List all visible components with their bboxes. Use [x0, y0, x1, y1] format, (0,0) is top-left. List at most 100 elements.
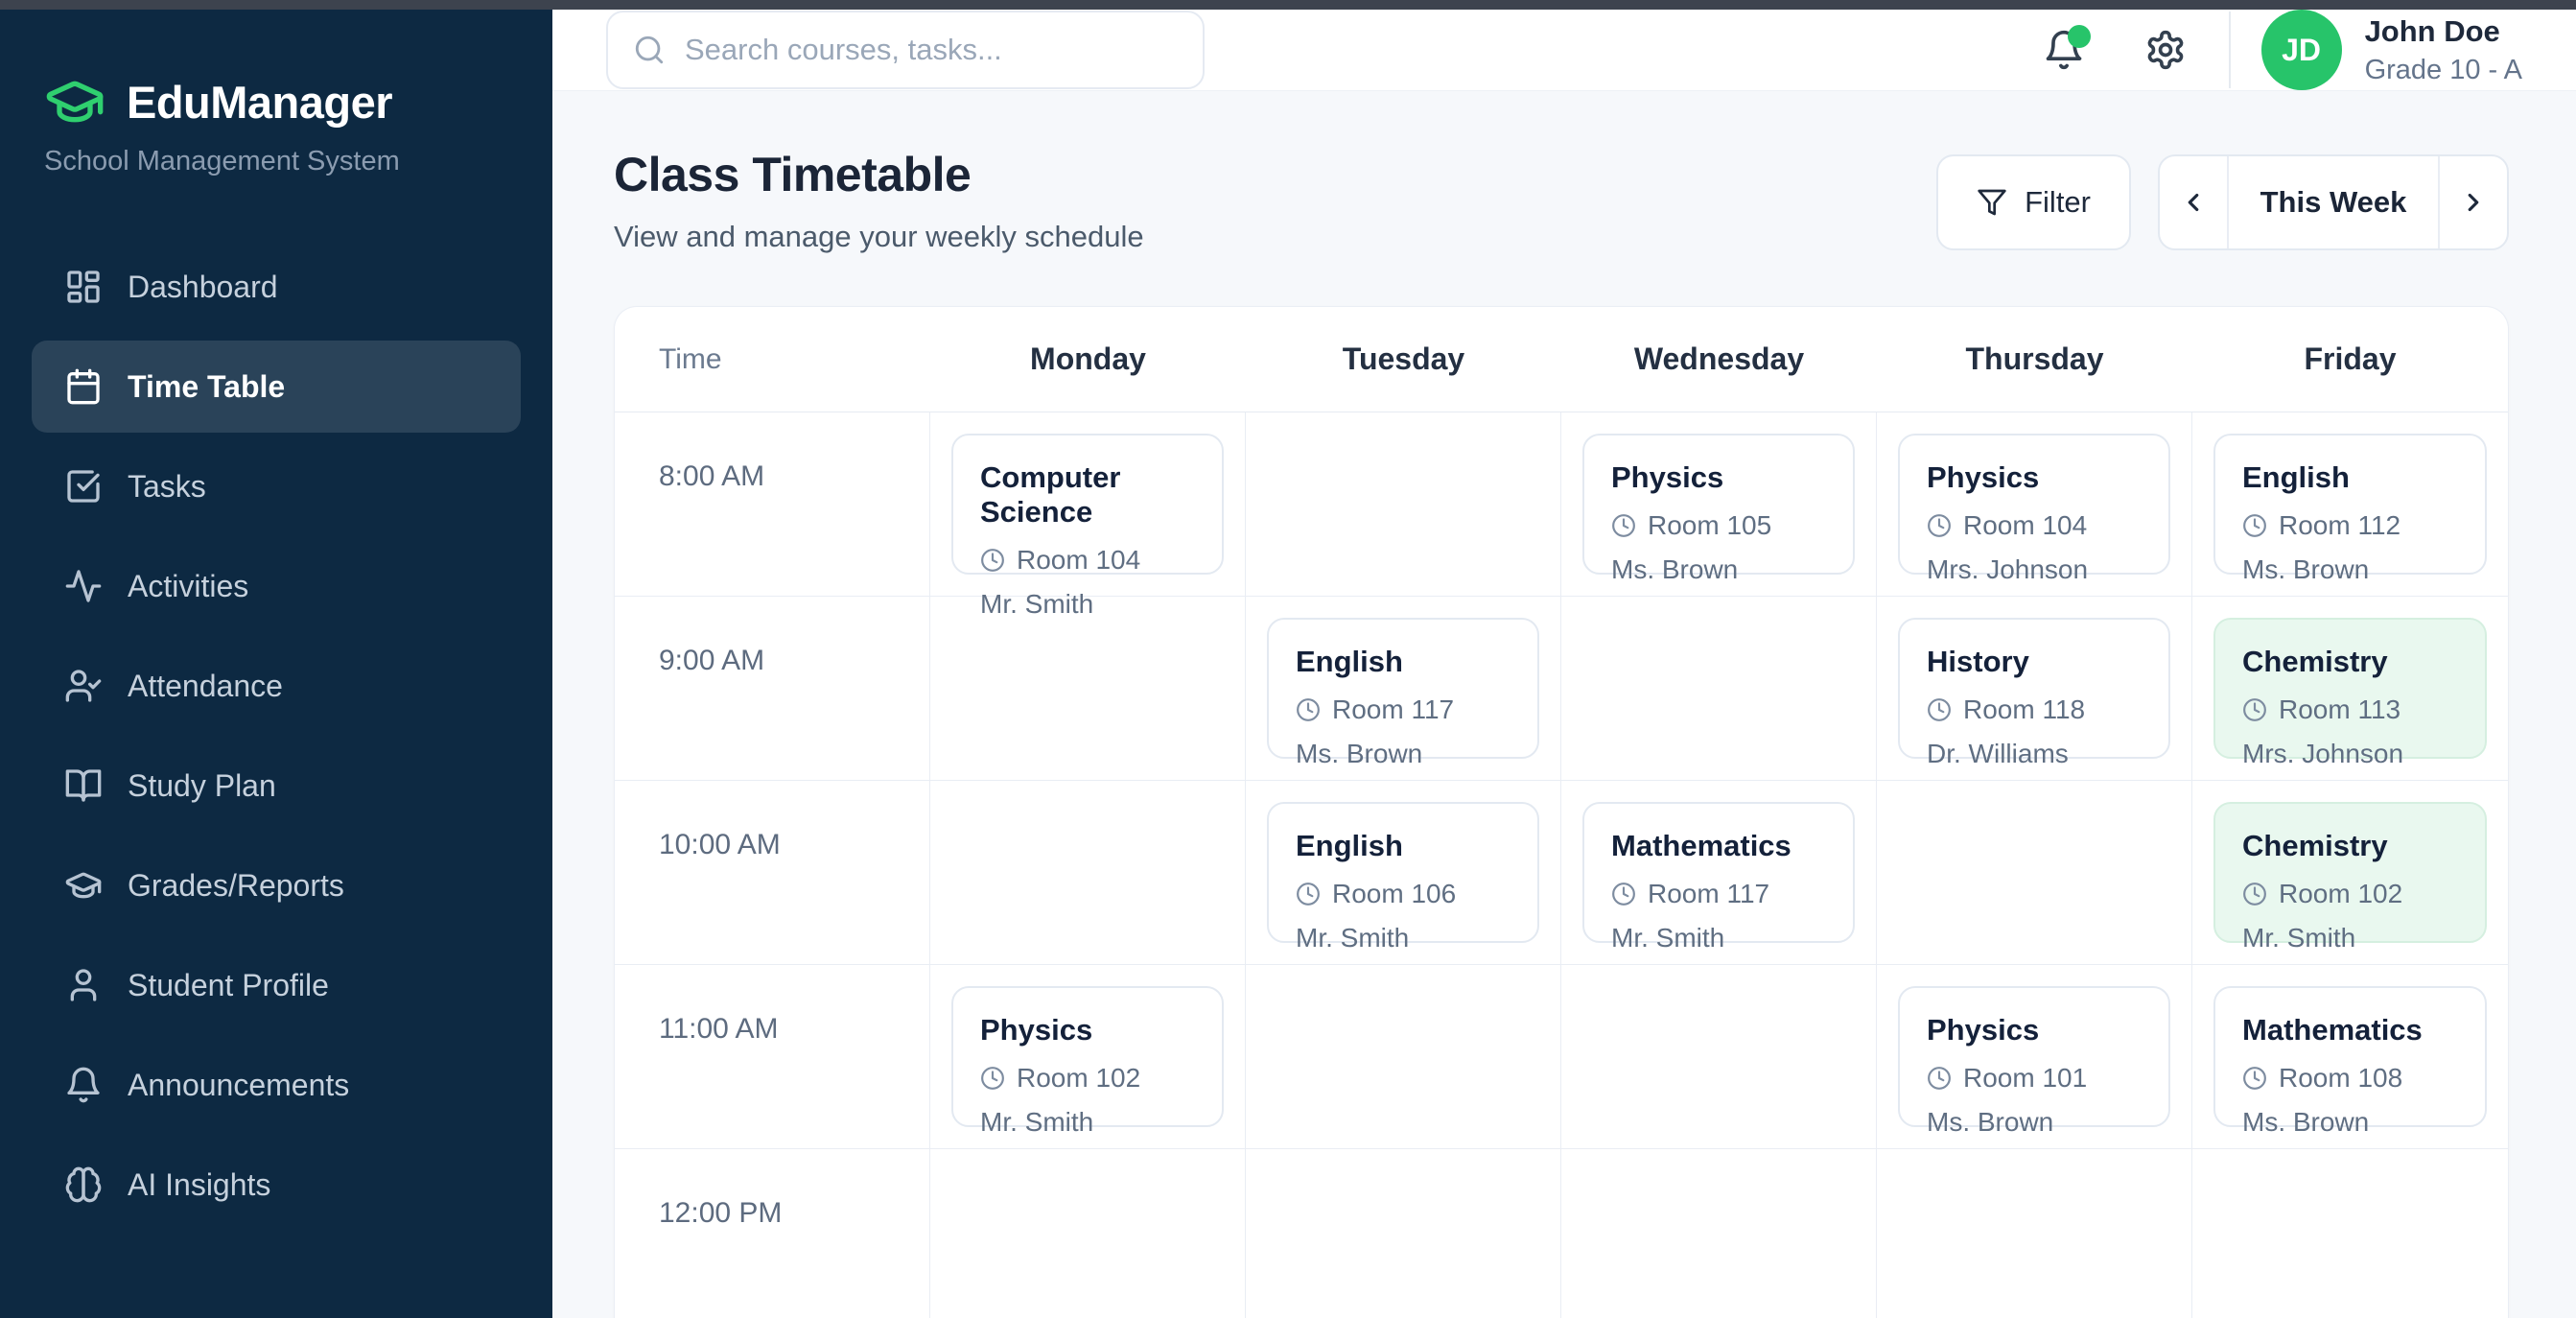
class-room-row: Room 104	[980, 545, 1195, 576]
sidebar-item-dashboard[interactable]: Dashboard	[32, 241, 521, 333]
sidebar-item-time-table[interactable]: Time Table	[32, 341, 521, 433]
class-card[interactable]: Mathematics Room 108 Ms. Brown	[2213, 986, 2487, 1137]
time-label: 10:00 AM	[615, 781, 930, 965]
brain-icon	[65, 1166, 102, 1203]
sidebar-item-attendance[interactable]: Attendance	[32, 640, 521, 732]
class-room: Room 106	[1332, 879, 1457, 908]
app-logo: EduManager	[0, 71, 552, 132]
class-card[interactable]: Physics Room 104 Mrs. Johnson	[1898, 434, 2170, 584]
class-room: Room 105	[1648, 510, 1772, 540]
title-actions: Filter This Week	[1936, 154, 2509, 250]
bell-icon	[2046, 30, 2081, 70]
class-room: Room 117	[1332, 694, 1455, 724]
sidebar-item-ai-insights[interactable]: AI Insights	[32, 1139, 521, 1231]
class-card[interactable]: English Room 106 Mr. Smith	[1267, 802, 1539, 953]
class-card[interactable]: Computer Science Room 104 Mr. Smith	[951, 434, 1224, 619]
class-card[interactable]: English Room 117 Ms. Brown	[1267, 618, 1539, 768]
class-room: Room 104	[1963, 510, 2088, 540]
class-card[interactable]: Mathematics Room 117 Mr. Smith	[1582, 802, 1855, 953]
timetable-cell	[1246, 412, 1561, 597]
class-subject: English	[2242, 460, 2350, 494]
sidebar-item-label: Attendance	[128, 668, 283, 703]
sidebar-item-label: Study Plan	[128, 767, 276, 803]
user-name: John Doe	[2364, 13, 2500, 48]
class-room-row: Room 108	[2242, 1063, 2458, 1094]
notifications-button[interactable]	[2043, 25, 2091, 71]
sidebar-item-student-profile[interactable]: Student Profile	[32, 939, 521, 1031]
clock-icon	[1928, 698, 1951, 721]
class-teacher: Ms. Brown	[1611, 554, 1739, 584]
book-open-icon	[65, 769, 102, 802]
class-teacher: Mr. Smith	[1296, 923, 1410, 953]
clock-icon	[1297, 883, 1320, 906]
search-input[interactable]	[685, 33, 1178, 67]
class-card[interactable]: Physics Room 101 Ms. Brown	[1898, 986, 2170, 1137]
class-room: Room 108	[2279, 1063, 2403, 1093]
avatar[interactable]: JD	[2260, 10, 2342, 90]
app-subtitle: School Management System	[44, 146, 400, 177]
clock-icon	[1928, 514, 1951, 537]
filter-button[interactable]: Filter	[1936, 154, 2131, 250]
user-check-icon	[65, 670, 102, 702]
title-row: Class Timetable View and manage your wee…	[614, 147, 2509, 254]
timetable-cell: Physics Room 102 Mr. Smith	[930, 965, 1246, 1149]
window-top-strip	[0, 0, 2576, 10]
class-room: Room 118	[1963, 694, 2086, 724]
sidebar-item-label: Grades/Reports	[128, 867, 344, 903]
sidebar-item-study-plan[interactable]: Study Plan	[32, 740, 521, 832]
topbar-right: JD John Doe Grade 10 - A	[2043, 10, 2522, 90]
class-room-row: Room 117	[1296, 694, 1510, 725]
class-card[interactable]: Chemistry Room 113 Mrs. Johnson	[2213, 618, 2487, 768]
class-subject: Chemistry	[2242, 829, 2388, 862]
timetable-cell: Mathematics Room 117 Mr. Smith	[1561, 781, 1877, 965]
class-subject: History	[1927, 645, 2029, 678]
sidebar-item-activities[interactable]: Activities	[32, 540, 521, 632]
sidebar-item-grades-reports[interactable]: Grades/Reports	[32, 839, 521, 931]
clock-icon	[2243, 1067, 2266, 1090]
title-block: Class Timetable View and manage your wee…	[614, 147, 1144, 254]
dashboard-icon	[67, 271, 100, 303]
class-card[interactable]: English Room 112 Ms. Brown	[2213, 434, 2487, 584]
class-card[interactable]: Physics Room 105 Ms. Brown	[1582, 434, 1855, 584]
search-icon	[635, 35, 664, 64]
sidebar: EduManager School Management System Dash…	[0, 10, 552, 1318]
sidebar-item-tasks[interactable]: Tasks	[32, 440, 521, 532]
column-header-monday: Monday	[930, 307, 1246, 412]
timetable-cell: Physics Room 101 Ms. Brown	[1877, 965, 2192, 1149]
search-box[interactable]	[606, 11, 1205, 89]
app-root: EduManager School Management System Dash…	[0, 10, 2576, 1318]
sidebar-item-label: Time Table	[128, 368, 286, 404]
class-subject: Physics	[1611, 460, 1724, 494]
class-card[interactable]: History Room 118 Dr. Williams	[1898, 618, 2170, 768]
class-room: Room 102	[1017, 1063, 1141, 1093]
sidebar-item-announcements[interactable]: Announcements	[32, 1039, 521, 1131]
class-room-row: Room 112	[2242, 510, 2458, 541]
unread-notification-dot	[2067, 25, 2091, 48]
sidebar-item-label: Tasks	[128, 468, 206, 504]
class-teacher: Mr. Smith	[980, 589, 1094, 619]
gear-icon	[2147, 30, 2183, 70]
class-room-row: Room 101	[1927, 1063, 2142, 1094]
chevron-left-icon	[2188, 193, 2199, 212]
settings-button[interactable]	[2144, 29, 2187, 71]
next-week-button[interactable]	[2438, 156, 2507, 248]
class-room-row: Room 105	[1611, 510, 1826, 541]
timetable-cell	[930, 1149, 1246, 1318]
previous-week-button[interactable]	[2160, 156, 2229, 248]
timetable-cell	[1877, 781, 2192, 965]
class-subject: Computer Science	[980, 460, 1121, 529]
column-header-wednesday: Wednesday	[1561, 307, 1877, 412]
time-label: 8:00 AM	[615, 412, 930, 597]
class-subject: Mathematics	[2242, 1013, 2423, 1047]
timetable-cell	[930, 781, 1246, 965]
class-card[interactable]: Physics Room 102 Mr. Smith	[951, 986, 1224, 1137]
column-header-tuesday: Tuesday	[1246, 307, 1561, 412]
sidebar-item-label: Dashboard	[128, 269, 278, 304]
filter-icon	[1978, 189, 2006, 216]
class-card[interactable]: Chemistry Room 102 Mr. Smith	[2213, 802, 2487, 953]
clock-icon	[2243, 514, 2266, 537]
class-teacher: Mr. Smith	[1611, 923, 1725, 953]
user-info: John Doe Grade 10 - A	[2365, 14, 2522, 86]
class-room-row: Room 102	[2242, 879, 2458, 909]
week-label[interactable]: This Week	[2260, 185, 2407, 219]
